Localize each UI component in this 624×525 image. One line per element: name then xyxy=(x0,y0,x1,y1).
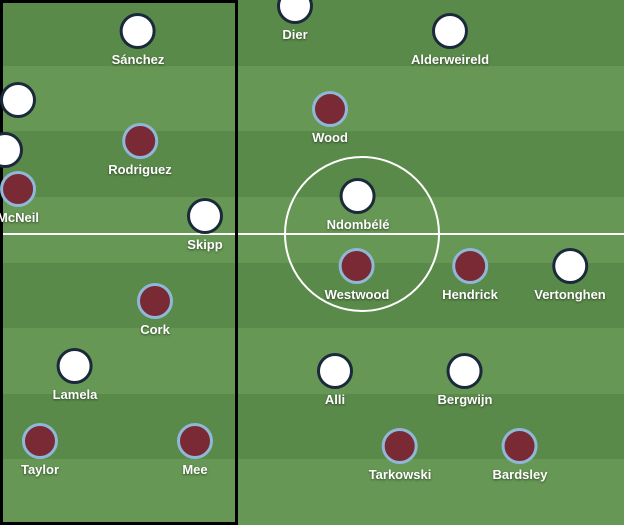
player-mee: Mee xyxy=(177,423,213,477)
player-marker xyxy=(312,91,348,127)
player-cork: Cork xyxy=(137,283,173,337)
player-marker xyxy=(122,123,158,159)
player-marker xyxy=(552,248,588,284)
player-marker xyxy=(502,428,538,464)
player-marker xyxy=(317,353,353,389)
player-tarkowski: Tarkowski xyxy=(369,428,432,482)
player-label: Rodriguez xyxy=(108,162,172,177)
player-label: Dier xyxy=(277,27,313,42)
player-westwood: Westwood xyxy=(325,248,390,302)
player-unnamed-4 xyxy=(0,132,23,168)
player-alderweireld: Alderweireld xyxy=(411,13,489,67)
player-label: Sánchez xyxy=(112,52,165,67)
player-s-nchez: Sánchez xyxy=(112,13,165,67)
player-label: Taylor xyxy=(21,462,59,477)
player-marker xyxy=(120,13,156,49)
player-marker xyxy=(22,423,58,459)
player-label: Ndombélé xyxy=(327,217,390,232)
player-marker xyxy=(0,82,36,118)
player-bardsley: Bardsley xyxy=(493,428,548,482)
player-vertonghen: Vertonghen xyxy=(534,248,606,302)
player-label: Cork xyxy=(137,322,173,337)
player-wood: Wood xyxy=(312,91,348,145)
player-ndomb-l-: Ndombélé xyxy=(327,178,390,232)
player-mcneil: McNeil xyxy=(0,171,39,225)
player-label: Wood xyxy=(312,130,348,145)
player-marker xyxy=(57,348,93,384)
player-marker xyxy=(177,423,213,459)
player-lamela: Lamela xyxy=(53,348,98,402)
player-marker xyxy=(447,353,483,389)
player-marker xyxy=(137,283,173,319)
player-label: Skipp xyxy=(187,237,223,252)
player-label: Bardsley xyxy=(493,467,548,482)
player-marker xyxy=(0,132,23,168)
player-unnamed-3 xyxy=(0,82,36,118)
player-label: Lamela xyxy=(53,387,98,402)
player-rodriguez: Rodriguez xyxy=(108,123,172,177)
player-marker xyxy=(452,248,488,284)
player-marker xyxy=(277,0,313,24)
player-label: Alderweireld xyxy=(411,52,489,67)
player-label: Westwood xyxy=(325,287,390,302)
football-pitch: Sánchez Dier Alderweireld Rodriguez Wood McNe… xyxy=(0,0,624,525)
player-dier: Dier xyxy=(277,0,313,42)
player-marker xyxy=(0,171,36,207)
player-marker xyxy=(432,13,468,49)
player-label: Tarkowski xyxy=(369,467,432,482)
player-marker xyxy=(187,198,223,234)
player-skipp: Skipp xyxy=(187,198,223,252)
player-marker xyxy=(339,248,375,284)
player-bergwijn: Bergwijn xyxy=(438,353,493,407)
player-label: Bergwijn xyxy=(438,392,493,407)
player-label: Alli xyxy=(317,392,353,407)
player-taylor: Taylor xyxy=(21,423,59,477)
player-alli: Alli xyxy=(317,353,353,407)
player-marker xyxy=(340,178,376,214)
player-label: Hendrick xyxy=(442,287,498,302)
player-hendrick: Hendrick xyxy=(442,248,498,302)
player-label: Mee xyxy=(177,462,213,477)
player-label: McNeil xyxy=(0,210,39,225)
player-marker xyxy=(382,428,418,464)
player-label: Vertonghen xyxy=(534,287,606,302)
